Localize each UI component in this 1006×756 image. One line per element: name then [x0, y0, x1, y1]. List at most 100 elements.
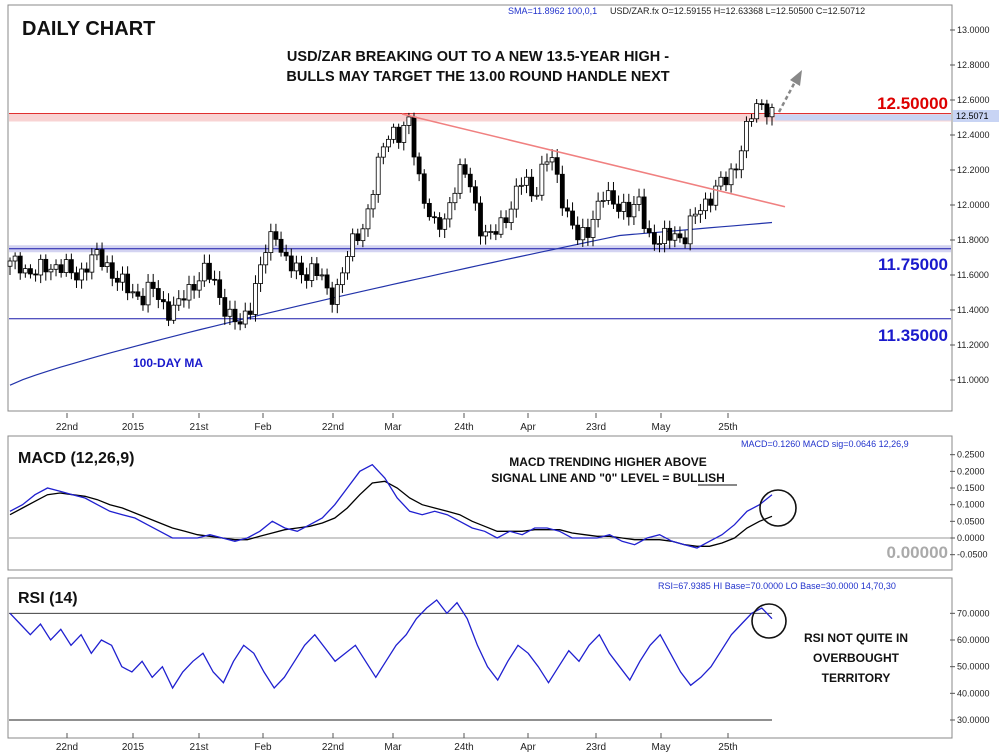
candle-body [749, 118, 754, 122]
candle-body [616, 203, 621, 212]
last-price-tag: 12.5071 [956, 111, 989, 121]
trendline-layer [401, 113, 786, 208]
candle-body [539, 163, 545, 196]
candle-body [698, 210, 703, 215]
macd-info: MACD=0.1260 MACD sig=0.0646 12,26,9 [741, 439, 909, 449]
candle-body [365, 208, 371, 230]
x-tick-label: Apr [520, 742, 536, 753]
rsi-annotation-2: OVERBOUGHT [813, 651, 900, 665]
lower-level-label: 11.35000 [878, 326, 948, 345]
candle-body [411, 116, 417, 158]
candle-body [611, 190, 616, 205]
candle-body [99, 249, 105, 267]
candle-body [212, 278, 217, 281]
candle-body [467, 173, 473, 188]
candle-body [12, 255, 18, 262]
candle-body [621, 201, 627, 212]
candle-body [22, 268, 28, 274]
price-highlight-band [775, 114, 951, 121]
price-y-axis: 13.0000 12.8000 12.6000 12.4000 12.2000 12.00… [950, 25, 990, 385]
x-tick-label: Feb [254, 742, 272, 753]
candle-body [559, 173, 565, 209]
ma-label: 100-DAY MA [133, 356, 203, 370]
candle-body [646, 228, 652, 234]
candle-body [53, 264, 59, 270]
macd-annotation-1: MACD TRENDING HIGHER ABOVE [509, 455, 707, 469]
price-tick-label: 12.4000 [957, 130, 990, 140]
macd-annotation-2: SIGNAL LINE AND "0" LEVEL = BULLISH [491, 471, 725, 485]
price-tick-label: 11.2000 [957, 340, 989, 350]
candle-body [186, 284, 192, 301]
resistance-level-label: 12.50000 [877, 94, 948, 113]
candle-body [631, 204, 637, 218]
candle-body [534, 194, 540, 197]
macd-highlight-circle [759, 489, 797, 527]
candle-body [375, 156, 381, 195]
candle-body [636, 196, 642, 205]
candle-body [713, 185, 719, 206]
x-tick-label: Feb [254, 422, 272, 433]
rsi-tick-label: 30.0000 [957, 715, 990, 725]
candle-body [703, 198, 708, 212]
macd-line [9, 463, 773, 549]
candle-body [580, 227, 586, 241]
candle-body [299, 262, 304, 276]
candle-body [293, 262, 299, 272]
candle-body [247, 310, 253, 315]
candle-body [595, 200, 601, 220]
candle-body [462, 164, 468, 175]
candle-body [89, 254, 95, 273]
candle-body [309, 263, 315, 281]
candle-body [386, 138, 391, 148]
candle-body [472, 186, 478, 204]
candle-body [677, 233, 683, 239]
candle-body [145, 281, 151, 306]
candle-body [63, 259, 69, 273]
candle-body [769, 107, 775, 118]
candle-body [442, 218, 448, 230]
rsi-highlight-circle [751, 603, 787, 639]
candle-body [554, 157, 560, 175]
candle-body [764, 103, 770, 118]
candle-body [396, 126, 402, 143]
rsi-annotation-3: TERRITORY [822, 671, 891, 685]
candle-body [94, 249, 100, 256]
candle-body [222, 297, 228, 317]
macd-tick-label: 0.2500 [957, 450, 985, 460]
candle-body [140, 295, 146, 306]
price-tick-label: 12.0000 [957, 200, 990, 210]
rsi-tick-label: 50.0000 [957, 662, 990, 672]
rsi-panel-frame [7, 577, 953, 739]
candle-body [355, 233, 361, 242]
candle-body [447, 202, 453, 220]
candle-body [314, 263, 320, 276]
macd-tick-label: 0.1500 [957, 483, 985, 493]
candle-body [406, 116, 412, 126]
candle-body [667, 227, 673, 241]
candle-body [549, 157, 555, 163]
moving-average-layer [9, 221, 773, 386]
candle-body [268, 231, 274, 254]
rsi-tick-label: 60.0000 [957, 635, 990, 645]
ma-100-line [9, 221, 773, 386]
candle-body [68, 259, 74, 274]
candle-body [304, 274, 310, 281]
candle-body [176, 298, 182, 306]
candle-body [759, 103, 765, 106]
candle-body [130, 291, 136, 294]
candle-body [28, 268, 33, 275]
breakout-arrow [777, 79, 798, 113]
candle-body [600, 200, 606, 202]
candle-body [161, 299, 166, 303]
candle-body [508, 208, 514, 224]
candle-body [283, 251, 289, 257]
candle-body [641, 196, 647, 229]
headline-line-1: USD/ZAR BREAKING OUT TO A NEW 13.5-YEAR … [287, 49, 669, 65]
candle-body [657, 243, 662, 245]
candle-body [324, 274, 330, 289]
candle-body [196, 280, 202, 291]
candle-body [421, 173, 427, 204]
macd-panel-frame [7, 435, 953, 571]
candle-body [48, 268, 54, 273]
candle-body [125, 273, 131, 294]
